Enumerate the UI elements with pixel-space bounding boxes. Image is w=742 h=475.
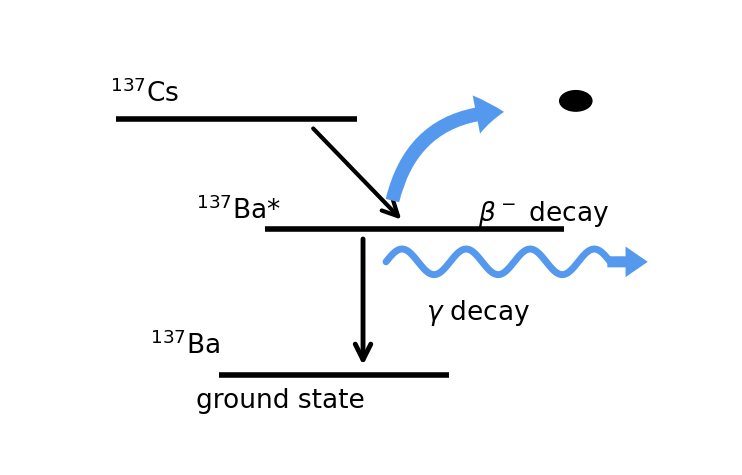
Text: $^{137}$Ba*: $^{137}$Ba*: [196, 196, 281, 225]
FancyArrowPatch shape: [607, 247, 648, 277]
FancyArrowPatch shape: [386, 95, 504, 202]
Text: $\gamma$ decay: $\gamma$ decay: [426, 298, 531, 328]
Text: $^{137}$Ba: $^{137}$Ba: [150, 332, 220, 360]
Text: $^{137}$Cs: $^{137}$Cs: [110, 79, 179, 108]
Text: ground state: ground state: [196, 388, 365, 414]
Text: $\beta^-$ decay: $\beta^-$ decay: [478, 200, 609, 229]
Circle shape: [559, 91, 592, 111]
